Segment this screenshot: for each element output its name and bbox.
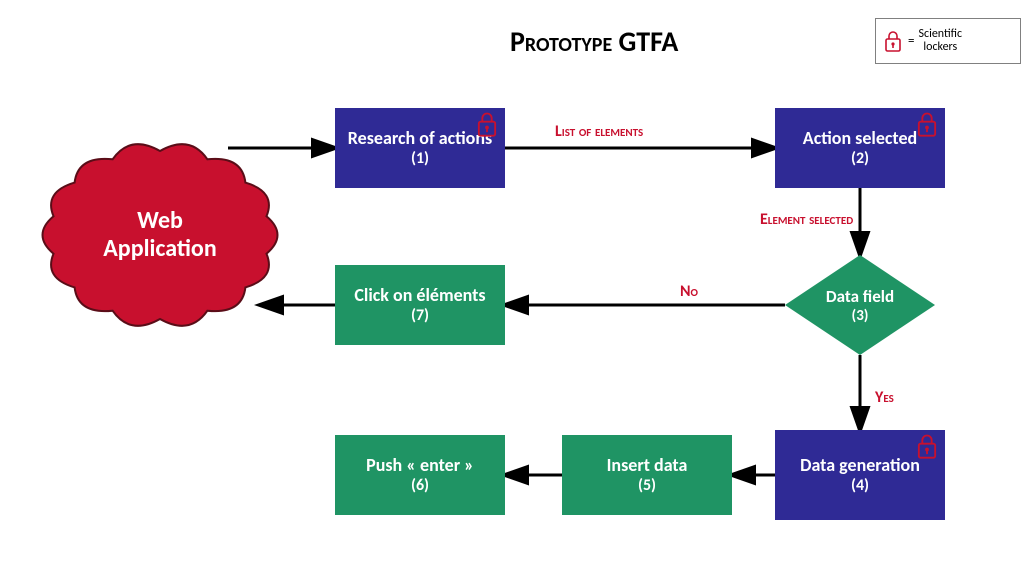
edge-label-n3-to-n7-no: No <box>680 282 698 301</box>
edge-label-n3-to-n4-yes: Yes <box>875 388 894 407</box>
edge-label-n1-to-n2: List of elements <box>555 122 643 141</box>
node-click-on-elements: Click on éléments (7) <box>335 265 505 345</box>
node-data-generation: Data generation (4) <box>775 430 945 520</box>
lock-icon <box>882 29 904 53</box>
node-data-field-decision: Data field (3) <box>785 255 935 355</box>
edge-label-n2-to-n3: Element selected <box>760 210 853 229</box>
lock-icon <box>913 110 941 138</box>
lock-icon <box>473 110 501 138</box>
lock-icon <box>913 432 941 460</box>
diagram-title: Prototype GTFA <box>510 24 678 59</box>
node-insert-data: Insert data (5) <box>562 435 732 515</box>
legend-box: = Scientificlockers <box>875 18 1021 64</box>
diagram-stage: { "title": { "text": "Prototype GTFA", "… <box>0 0 1024 576</box>
cloud-label: Web Application <box>103 207 216 262</box>
node-push-enter: Push « enter » (6) <box>335 435 505 515</box>
node-action-selected: Action selected (2) <box>775 108 945 188</box>
legend-text: Scientificlockers <box>918 28 962 53</box>
legend-equals: = <box>908 34 914 49</box>
cloud-web-application: Web Application <box>30 135 290 335</box>
node-research-of-actions: Research of actions (1) <box>335 108 505 188</box>
